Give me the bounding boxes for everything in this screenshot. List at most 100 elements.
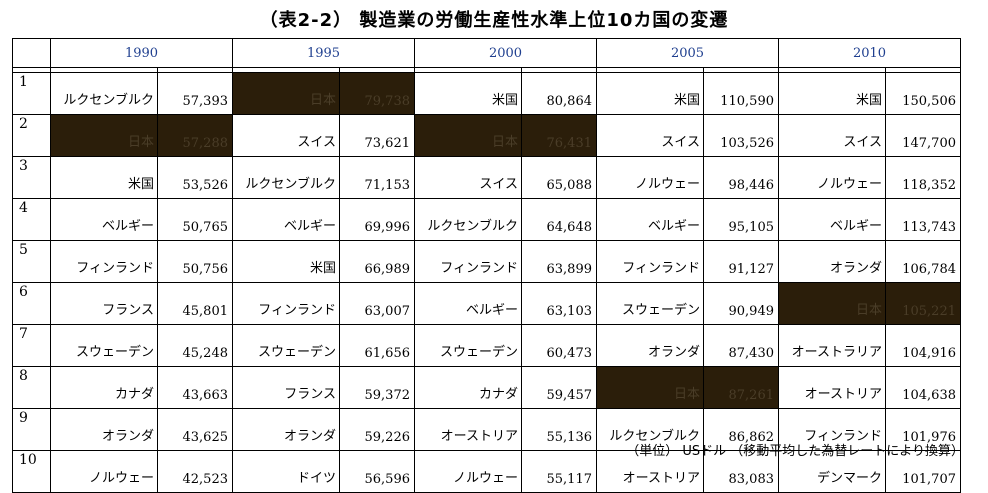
country-cell: ノルウェー xyxy=(596,156,704,199)
country-cell: オーストラリア xyxy=(778,324,886,367)
value-cell: 59,372 xyxy=(339,366,415,409)
country-cell: ノルウェー xyxy=(414,450,522,493)
value-cell: 110,590 xyxy=(703,72,779,115)
value-cell: 45,248 xyxy=(157,324,233,367)
value-cell: 105,221 xyxy=(885,282,961,325)
value-cell: 118,352 xyxy=(885,156,961,199)
country-cell: オーストリア xyxy=(414,408,522,451)
value-cell: 59,457 xyxy=(521,366,597,409)
year-header-1995: 1995 xyxy=(232,38,415,68)
table-row: 2 日本 57,288 スイス 73,621 日本 76,431 スイス 103,526 スイス 1… xyxy=(12,114,961,157)
value-cell: 57,393 xyxy=(157,72,233,115)
table-row: 7 スウェーデン 45,248 スウェーデン 61,656 スウェーデン 60,473 オラン… xyxy=(12,324,961,367)
country-cell: スイス xyxy=(596,114,704,157)
country-cell: スウェーデン xyxy=(596,282,704,325)
value-cell: 87,430 xyxy=(703,324,779,367)
country-cell: オーストリア xyxy=(778,366,886,409)
country-cell: ベルギー xyxy=(50,198,158,241)
value-cell: 42,523 xyxy=(157,450,233,493)
rank-cell: 1 xyxy=(12,72,51,115)
table-row: 1 ルクセンブルク 57,393 日本 79,738 米国 80,864 米国 110,590 米… xyxy=(12,72,961,115)
value-cell: 43,625 xyxy=(157,408,233,451)
country-cell: 日本 xyxy=(778,282,886,325)
rank-cell: 9 xyxy=(12,408,51,451)
value-cell: 50,765 xyxy=(157,198,233,241)
rank-cell: 5 xyxy=(12,240,51,283)
table-title: （表2-2） 製造業の労働生産性水準上位10カ国の変遷 xyxy=(259,10,729,31)
country-cell: 日本 xyxy=(596,366,704,409)
country-cell: カナダ xyxy=(414,366,522,409)
value-cell: 76,431 xyxy=(521,114,597,157)
country-cell: フィンランド xyxy=(778,408,886,451)
year-header-2000: 2000 xyxy=(414,38,597,68)
value-cell: 104,638 xyxy=(885,366,961,409)
value-cell: 71,153 xyxy=(339,156,415,199)
value-cell: 95,105 xyxy=(703,198,779,241)
year-header-1990: 1990 xyxy=(50,38,233,68)
year-header-2005: 2005 xyxy=(596,38,779,68)
rank-cell: 3 xyxy=(12,156,51,199)
rank-header-cell xyxy=(12,38,51,68)
value-cell: 56,596 xyxy=(339,450,415,493)
value-cell: 55,136 xyxy=(521,408,597,451)
value-cell: 91,127 xyxy=(703,240,779,283)
country-cell: 米国 xyxy=(50,156,158,199)
year-header-2010: 2010 xyxy=(778,38,961,68)
country-cell: 日本 xyxy=(50,114,158,157)
rank-cell: 2 xyxy=(12,114,51,157)
value-cell: 65,088 xyxy=(521,156,597,199)
rank-cell: 7 xyxy=(12,324,51,367)
table-row: 6 フランス 45,801 フィンランド 63,007 ベルギー 63,103 スウェーデン 9… xyxy=(12,282,961,325)
value-cell: 57,288 xyxy=(157,114,233,157)
country-cell: スイス xyxy=(232,114,340,157)
value-cell: 150,506 xyxy=(885,72,961,115)
country-cell: ベルギー xyxy=(778,198,886,241)
value-cell: 80,864 xyxy=(521,72,597,115)
country-cell: フランス xyxy=(50,282,158,325)
value-cell: 86,862 xyxy=(703,408,779,451)
value-cell: 113,743 xyxy=(885,198,961,241)
value-cell: 73,621 xyxy=(339,114,415,157)
value-cell: 50,756 xyxy=(157,240,233,283)
table-row: 9 オランダ 43,625 オランダ 59,226 オーストリア 55,136 ルクセンブルク… xyxy=(12,408,961,451)
country-cell: フィンランド xyxy=(414,240,522,283)
value-cell: 60,473 xyxy=(521,324,597,367)
rank-cell: 4 xyxy=(12,198,51,241)
value-cell: 63,103 xyxy=(521,282,597,325)
country-cell: オランダ xyxy=(778,240,886,283)
country-cell: 日本 xyxy=(414,114,522,157)
value-cell: 79,738 xyxy=(339,72,415,115)
value-cell: 101,976 xyxy=(885,408,961,451)
country-cell: 米国 xyxy=(596,72,704,115)
country-cell: スイス xyxy=(414,156,522,199)
country-cell: フィンランド xyxy=(50,240,158,283)
table-row: 4 ベルギー 50,765 ベルギー 69,996 ルクセンブルク 64,648 ベルギー 95… xyxy=(12,198,961,241)
value-cell: 66,989 xyxy=(339,240,415,283)
value-cell: 87,261 xyxy=(703,366,779,409)
country-cell: フィンランド xyxy=(596,240,704,283)
value-cell: 63,899 xyxy=(521,240,597,283)
value-cell: 63,007 xyxy=(339,282,415,325)
rank-cell: 6 xyxy=(12,282,51,325)
country-cell: カナダ xyxy=(50,366,158,409)
country-cell: 米国 xyxy=(414,72,522,115)
value-cell: 106,784 xyxy=(885,240,961,283)
country-cell: ノルウェー xyxy=(778,156,886,199)
value-cell: 69,996 xyxy=(339,198,415,241)
country-cell: 米国 xyxy=(778,72,886,115)
country-cell: スイス xyxy=(778,114,886,157)
value-cell: 147,700 xyxy=(885,114,961,157)
value-cell: 104,916 xyxy=(885,324,961,367)
country-cell: スウェーデン xyxy=(414,324,522,367)
country-cell: フィンランド xyxy=(232,282,340,325)
value-cell: 64,648 xyxy=(521,198,597,241)
country-cell: オランダ xyxy=(596,324,704,367)
country-cell: オランダ xyxy=(50,408,158,451)
unit-note: （単位） USドル （移動平均した為替レートにより換算） xyxy=(626,444,964,459)
value-cell: 59,226 xyxy=(339,408,415,451)
value-cell: 61,656 xyxy=(339,324,415,367)
table-row: 5 フィンランド 50,756 米国 66,989 フィンランド 63,899 フィンランド 9… xyxy=(12,240,961,283)
country-cell: ルクセンブルク xyxy=(414,198,522,241)
value-cell: 53,526 xyxy=(157,156,233,199)
country-cell: ベルギー xyxy=(414,282,522,325)
